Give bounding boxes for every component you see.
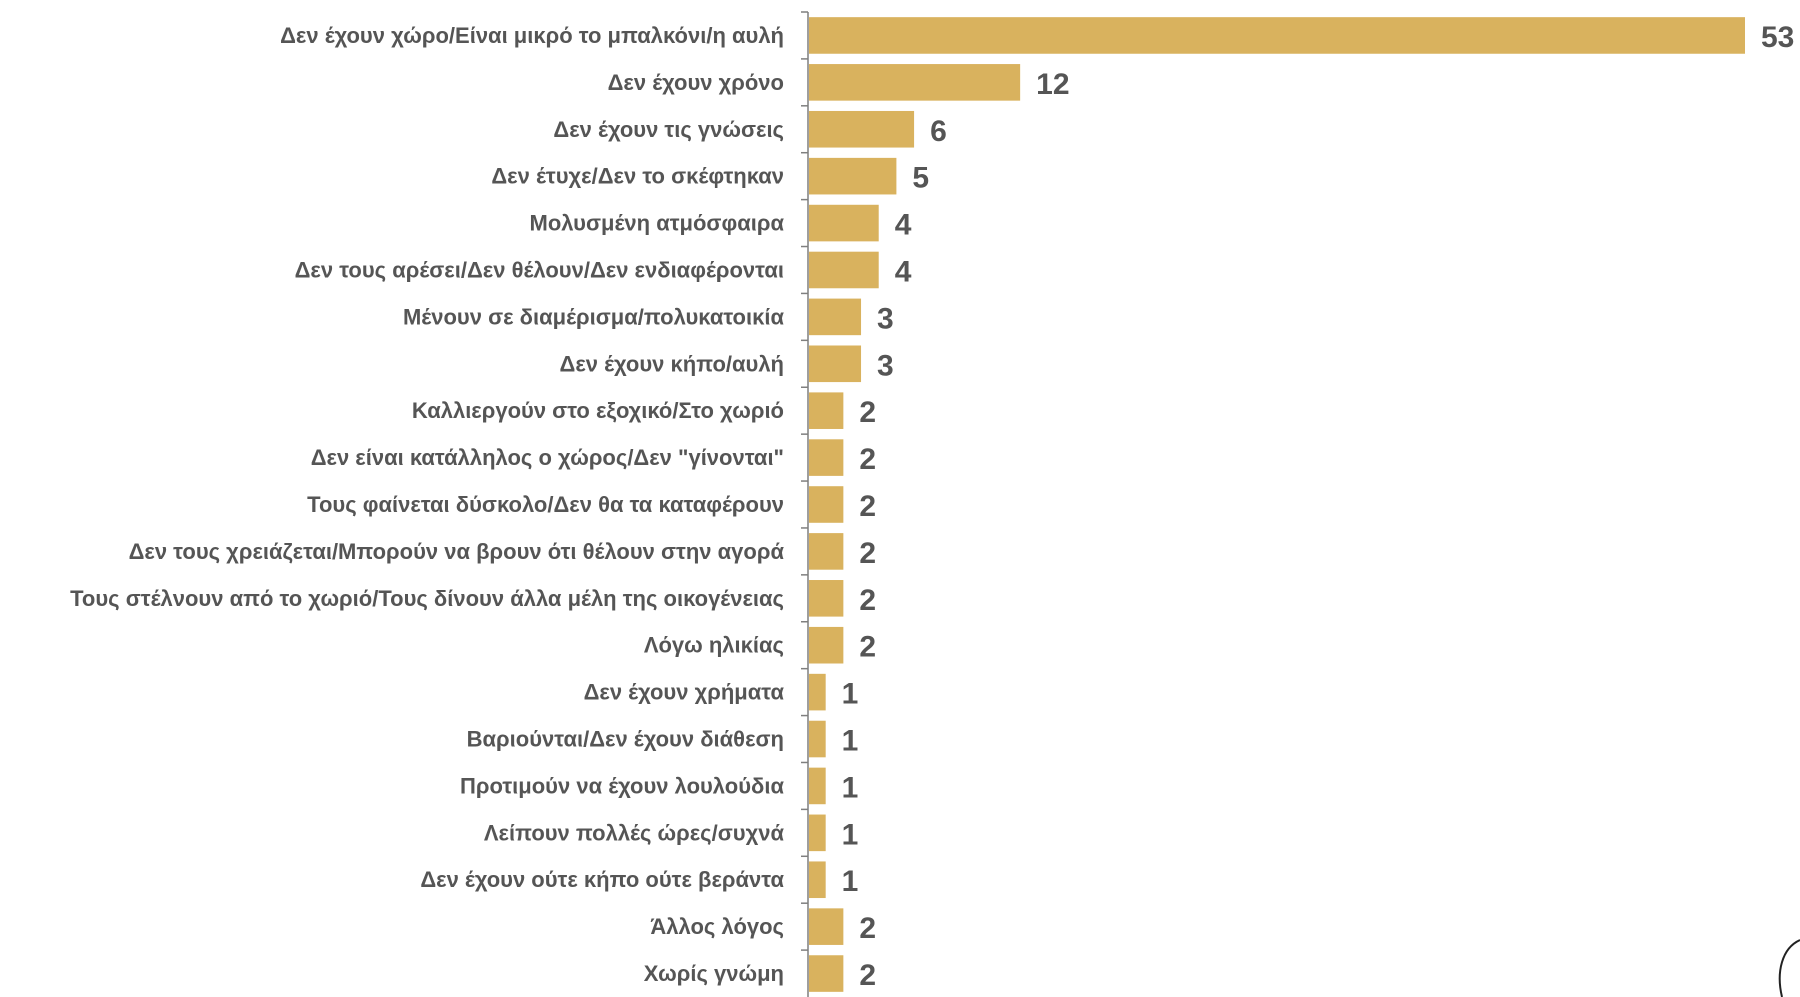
value-label: 3	[877, 302, 894, 335]
value-label: 53	[1761, 21, 1794, 54]
bar	[809, 720, 826, 758]
bars-group	[809, 17, 1745, 992]
category-label: Τους φαίνεται δύσκολο/Δεν θα τα καταφέρο…	[307, 492, 784, 517]
category-label: Λείπουν πολλές ώρες/συχνά	[484, 820, 785, 845]
category-label: Τους στέλνουν από το χωριό/Τους δίνουν ά…	[70, 586, 784, 611]
bar	[809, 533, 844, 570]
value-label: 2	[859, 443, 876, 476]
bar	[809, 110, 915, 148]
bar	[809, 767, 826, 805]
corner-decoration-mark	[1778, 939, 1800, 997]
value-label: 6	[930, 115, 947, 148]
value-label: 2	[859, 537, 876, 570]
category-label: Δεν έτυχε/Δεν το σκέφτηκαν	[491, 164, 784, 189]
category-label: Μολυσμένη ατμόσφαιρα	[530, 211, 785, 236]
value-label: 2	[859, 631, 876, 664]
bar	[809, 64, 1021, 101]
category-label: Δεν έχουν τις γνώσεις	[553, 117, 784, 142]
category-label: Δεν έχουν ούτε κήπο ούτε βεράντα	[420, 867, 784, 892]
category-label: Άλλος λόγος	[650, 914, 784, 939]
bar	[809, 580, 844, 617]
value-label: 2	[859, 584, 876, 617]
category-label: Βαριούνται/Δεν έχουν διάθεση	[467, 727, 784, 752]
value-label: 2	[859, 396, 876, 429]
bar	[809, 17, 1745, 54]
bar	[809, 908, 844, 945]
value-label: 5	[912, 162, 929, 195]
bar	[809, 673, 826, 711]
category-label: Δεν έχουν χρήματα	[584, 680, 785, 705]
category-label: Δεν τους αρέσει/Δεν θέλουν/Δεν ενδιαφέρο…	[295, 257, 784, 282]
bar	[809, 626, 844, 664]
bar	[809, 814, 826, 852]
bar	[809, 392, 844, 429]
category-axis	[801, 11, 809, 997]
value-label: 2	[859, 959, 876, 992]
value-label: 1	[842, 865, 859, 898]
value-label: 2	[859, 490, 876, 523]
bar	[809, 439, 844, 476]
value-label: 1	[842, 678, 859, 711]
bar	[809, 157, 897, 195]
value-label: 2	[859, 912, 876, 945]
bar	[809, 955, 844, 992]
category-label: Δεν είναι κατάλληλος ο χώρος/Δεν "γίνοντ…	[311, 445, 784, 470]
category-label: Δεν έχουν χρόνο	[608, 70, 784, 95]
category-label: Δεν έχουν χώρο/Είναι μικρό το μπαλκόνι/η…	[280, 23, 784, 48]
category-label: Λόγω ηλικίας	[644, 633, 784, 658]
value-label: 12	[1036, 68, 1069, 101]
bar	[809, 486, 844, 523]
category-label: Καλλιεργούν στο εξοχικό/Στο χωριό	[412, 398, 784, 423]
category-label: Προτιμούν να έχουν λουλούδια	[460, 773, 784, 798]
bar	[809, 345, 862, 383]
category-label: Δεν έχουν κήπο/αυλή	[560, 351, 784, 376]
bar	[809, 861, 826, 899]
category-label: Μένουν σε διαμέρισμα/πολυκατοικία	[403, 304, 784, 329]
value-label: 4	[895, 209, 912, 242]
category-label: Δεν τους χρειάζεται/Μπορούν να βρουν ότι…	[129, 539, 785, 564]
value-label: 4	[895, 255, 912, 288]
bar	[809, 204, 879, 242]
bar	[809, 298, 862, 336]
value-label: 1	[842, 818, 859, 851]
value-label: 1	[842, 771, 859, 804]
bar	[809, 251, 879, 289]
category-labels-group: Δεν έχουν χώρο/Είναι μικρό το μπαλκόνι/η…	[70, 23, 784, 986]
value-label: 1	[842, 725, 859, 758]
category-label: Χωρίς γνώμη	[644, 961, 784, 986]
value-label: 3	[877, 349, 894, 382]
